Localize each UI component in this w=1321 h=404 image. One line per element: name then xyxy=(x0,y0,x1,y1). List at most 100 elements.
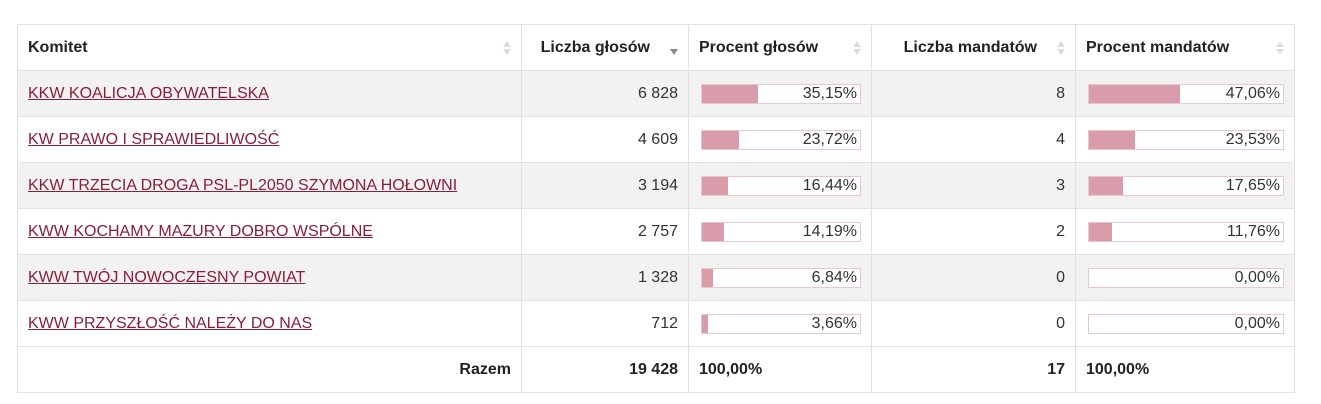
committee-cell: KW PRAWO I SPRAWIEDLIWOŚĆ xyxy=(17,116,522,163)
progress-bar: 23,53% xyxy=(1088,129,1284,150)
votes-percent-cell: 16,44% xyxy=(688,162,872,209)
percent-value: 3,66% xyxy=(811,314,857,332)
votes-percent-cell: 35,15% xyxy=(688,70,872,117)
seats-cell: 0 xyxy=(871,254,1076,301)
sort-icon[interactable] xyxy=(853,40,861,56)
committee-link[interactable]: KWW PRZYSZŁOŚĆ NALEŻY DO NAS xyxy=(28,314,313,332)
seats-cell: 8 xyxy=(871,70,1076,117)
table-row: KWW TWÓJ NOWOCZESNY POWIAT 1 328 6,84% 0… xyxy=(17,254,1295,301)
table-row: KWW PRZYSZŁOŚĆ NALEŻY DO NAS 712 3,66% 0… xyxy=(17,300,1295,347)
percent-value: 14,19% xyxy=(802,222,857,240)
sort-icon[interactable] xyxy=(1276,40,1284,56)
votes-percent-cell: 6,84% xyxy=(688,254,872,301)
progress-bar: 23,72% xyxy=(701,129,861,150)
votes-cell: 6 828 xyxy=(521,70,689,117)
progress-bar-fill xyxy=(1089,222,1112,241)
percent-value: 16,44% xyxy=(802,176,857,194)
percent-value: 35,15% xyxy=(802,84,857,102)
sort-icon[interactable] xyxy=(503,40,511,56)
votes-percent-cell: 23,72% xyxy=(688,116,872,163)
progress-bar: 35,15% xyxy=(701,83,861,104)
seats-percent-cell: 0,00% xyxy=(1075,254,1295,301)
votes-percent-cell: 3,66% xyxy=(688,300,872,347)
progress-bar: 47,06% xyxy=(1088,83,1284,104)
progress-bar-fill xyxy=(702,84,758,103)
progress-bar-fill xyxy=(702,176,728,195)
total-votes-percent: 100,00% xyxy=(688,346,872,393)
table-header-row: Komitet Liczba głosów Procent głosów Lic… xyxy=(17,24,1295,71)
sort-icon[interactable] xyxy=(1057,40,1065,56)
progress-bar: 6,84% xyxy=(701,267,861,288)
column-header-votes-percent[interactable]: Procent głosów xyxy=(688,24,872,71)
column-header-label: Liczba mandatów xyxy=(903,38,1037,56)
column-header-label: Komitet xyxy=(28,38,88,56)
committee-link[interactable]: KW PRAWO I SPRAWIEDLIWOŚĆ xyxy=(28,130,280,148)
percent-value: 47,06% xyxy=(1225,84,1280,102)
progress-bar: 16,44% xyxy=(701,175,861,196)
percent-value: 0,00% xyxy=(1234,268,1280,286)
table-row: KKW TRZECIA DROGA PSL-PL2050 SZYMONA HOŁ… xyxy=(17,162,1295,209)
votes-cell: 1 328 xyxy=(521,254,689,301)
table-footer-row: Razem 19 428 100,00% 17 100,00% xyxy=(17,346,1295,393)
votes-cell: 4 609 xyxy=(521,116,689,163)
total-seats-percent: 100,00% xyxy=(1075,346,1295,393)
column-header-committee[interactable]: Komitet xyxy=(17,24,522,71)
progress-bar-fill xyxy=(702,268,713,287)
column-header-seats[interactable]: Liczba mandatów xyxy=(871,24,1076,71)
percent-value: 11,76% xyxy=(1226,222,1280,240)
committee-cell: KWW KOCHAMY MAZURY DOBRO WSPÓLNE xyxy=(17,208,522,255)
column-header-seats-percent[interactable]: Procent mandatów xyxy=(1075,24,1295,71)
committee-cell: KKW KOALICJA OBYWATELSKA xyxy=(17,70,522,117)
column-header-label: Procent głosów xyxy=(699,38,819,56)
progress-bar-fill xyxy=(702,130,740,149)
results-table-container: Komitet Liczba głosów Procent głosów Lic… xyxy=(17,24,1295,393)
total-votes: 19 428 xyxy=(521,346,689,393)
percent-value: 6,84% xyxy=(811,268,857,286)
seats-percent-cell: 23,53% xyxy=(1075,116,1295,163)
progress-bar-fill xyxy=(1089,84,1181,103)
seats-cell: 4 xyxy=(871,116,1076,163)
progress-bar-fill xyxy=(702,222,725,241)
seats-percent-cell: 0,00% xyxy=(1075,300,1295,347)
percent-value: 23,72% xyxy=(802,130,857,148)
committee-cell: KKW TRZECIA DROGA PSL-PL2050 SZYMONA HOŁ… xyxy=(17,162,522,209)
seats-percent-cell: 17,65% xyxy=(1075,162,1295,209)
progress-bar: 3,66% xyxy=(701,313,861,334)
votes-percent-cell: 14,19% xyxy=(688,208,872,255)
progress-bar: 14,19% xyxy=(701,221,861,242)
progress-bar-fill xyxy=(702,314,708,333)
seats-cell: 0 xyxy=(871,300,1076,347)
table-row: KKW KOALICJA OBYWATELSKA 6 828 35,15% 8 … xyxy=(17,70,1295,117)
progress-bar-fill xyxy=(1089,176,1124,195)
seats-cell: 2 xyxy=(871,208,1076,255)
progress-bar: 17,65% xyxy=(1088,175,1284,196)
table-row: KWW KOCHAMY MAZURY DOBRO WSPÓLNE 2 757 1… xyxy=(17,208,1295,255)
seats-cell: 3 xyxy=(871,162,1076,209)
percent-value: 17,65% xyxy=(1225,176,1280,194)
column-header-votes[interactable]: Liczba głosów xyxy=(521,24,689,71)
percent-value: 23,53% xyxy=(1225,130,1280,148)
votes-cell: 712 xyxy=(521,300,689,347)
progress-bar: 0,00% xyxy=(1088,267,1284,288)
committee-cell: KWW PRZYSZŁOŚĆ NALEŻY DO NAS xyxy=(17,300,522,347)
column-header-label: Liczba głosów xyxy=(540,38,650,56)
committee-cell: KWW TWÓJ NOWOCZESNY POWIAT xyxy=(17,254,522,301)
total-seats: 17 xyxy=(871,346,1076,393)
committee-link[interactable]: KKW KOALICJA OBYWATELSKA xyxy=(28,84,269,102)
progress-bar: 0,00% xyxy=(1088,313,1284,334)
progress-bar-fill xyxy=(1089,130,1135,149)
votes-cell: 3 194 xyxy=(521,162,689,209)
progress-bar: 11,76% xyxy=(1088,221,1284,242)
percent-value: 0,00% xyxy=(1234,314,1280,332)
sort-descending-icon[interactable] xyxy=(670,40,678,56)
column-header-label: Procent mandatów xyxy=(1086,38,1230,56)
committee-link[interactable]: KWW TWÓJ NOWOCZESNY POWIAT xyxy=(28,268,306,286)
seats-percent-cell: 47,06% xyxy=(1075,70,1295,117)
results-table: Komitet Liczba głosów Procent głosów Lic… xyxy=(17,24,1295,393)
votes-cell: 2 757 xyxy=(521,208,689,255)
total-label: Razem xyxy=(17,346,522,393)
seats-percent-cell: 11,76% xyxy=(1075,208,1295,255)
committee-link[interactable]: KWW KOCHAMY MAZURY DOBRO WSPÓLNE xyxy=(28,222,373,240)
table-body: KKW KOALICJA OBYWATELSKA 6 828 35,15% 8 … xyxy=(17,70,1295,347)
committee-link[interactable]: KKW TRZECIA DROGA PSL-PL2050 SZYMONA HOŁ… xyxy=(28,176,458,194)
